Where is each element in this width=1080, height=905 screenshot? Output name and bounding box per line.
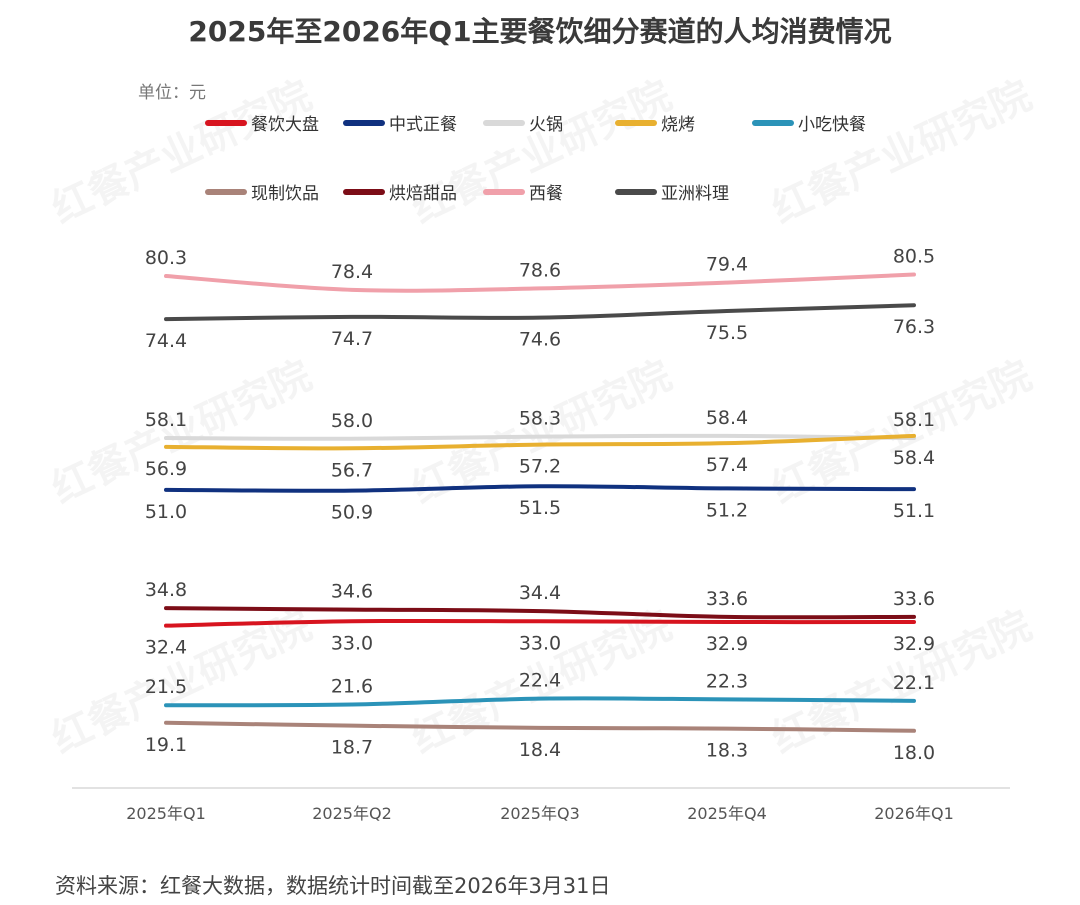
data-label: 32.9 [706,633,748,655]
data-label: 33.6 [893,588,935,610]
x-tick-label: 2025年Q1 [126,804,206,823]
source-note: 资料来源：红餐大数据，数据统计时间截至2026年3月31日 [55,874,611,898]
legend-swatch [615,119,657,126]
data-label: 58.4 [706,407,748,429]
data-label: 57.4 [706,454,748,476]
data-label: 33.0 [331,632,373,654]
data-label: 19.1 [145,734,187,756]
series-line [164,618,916,628]
legend-item: 中式正餐 [343,110,457,135]
legend-swatch [343,119,385,126]
data-label: 58.1 [145,409,187,431]
data-label: 51.1 [893,500,935,522]
x-tick-label: 2025年Q2 [312,804,392,823]
legend-swatch [343,188,385,195]
data-label: 50.9 [331,502,373,524]
data-label: 33.0 [519,632,561,654]
data-label: 74.6 [519,329,561,351]
data-label: 51.2 [706,499,748,521]
series-line [164,606,916,620]
data-label: 18.4 [519,739,561,761]
data-label: 32.4 [145,637,187,659]
data-label: 34.4 [519,582,561,604]
data-label: 74.7 [331,328,373,350]
chart-title: 2025年至2026年Q1主要餐饮细分赛道的人均消费情况 [188,15,892,48]
legend-item: 餐饮大盘 [205,110,319,135]
data-label: 75.5 [706,322,748,344]
data-label: 74.4 [145,330,187,352]
data-label: 78.4 [331,261,373,283]
legend-swatch [483,188,525,195]
data-label: 58.4 [893,447,935,469]
legend-label: 中式正餐 [389,115,457,135]
data-label: 80.5 [893,246,935,268]
x-tick-label: 2025年Q4 [687,804,767,823]
legend-item: 小吃快餐 [752,110,866,135]
data-label: 56.9 [145,458,187,480]
data-label: 80.3 [145,247,187,269]
series-line [164,433,916,441]
data-label: 56.7 [331,459,373,481]
legend-item: 火锅 [483,110,563,135]
legend-swatch [205,188,247,195]
data-label: 78.6 [519,259,561,281]
legend-label: 火锅 [529,115,563,135]
data-label: 57.2 [519,456,561,478]
legend-label: 烧烤 [661,115,695,135]
series-line [164,720,916,733]
x-tick-label: 2026年Q1 [874,804,954,823]
data-label: 21.6 [331,676,373,698]
data-label: 18.3 [706,740,748,762]
legend-label: 烘焙甜品 [389,184,457,204]
legend-swatch [752,119,794,126]
data-label: 33.6 [706,588,748,610]
data-label: 58.0 [331,410,373,432]
data-label: 34.6 [331,581,373,603]
legend-item: 现制饮品 [205,179,319,204]
data-label: 22.3 [706,670,748,692]
series-line [164,696,916,708]
legend-item: 烘焙甜品 [343,179,457,204]
data-label: 22.1 [893,672,935,694]
series-line [164,303,916,322]
data-label: 58.1 [893,409,935,431]
series-line [164,433,916,451]
unit-label: 单位：元 [138,83,206,103]
legend-swatch [615,188,657,195]
data-label: 76.3 [893,316,935,338]
legend-swatch [205,119,247,126]
data-label: 18.7 [331,737,373,759]
data-label: 18.0 [893,742,935,764]
data-label: 58.3 [519,408,561,430]
data-label: 34.8 [145,579,187,601]
legend-label: 现制饮品 [251,184,319,204]
legend-item: 亚洲料理 [615,179,729,204]
legend-item: 烧烤 [615,110,695,135]
legend-label: 西餐 [529,184,563,204]
data-label: 22.4 [519,670,561,692]
data-label: 21.5 [145,676,187,698]
legend-label: 亚洲料理 [661,184,729,204]
legend-item: 西餐 [483,179,563,204]
data-label: 32.9 [893,633,935,655]
data-label: 51.5 [519,497,561,519]
data-label: 79.4 [706,254,748,276]
series-line [164,484,916,493]
legend-label: 小吃快餐 [798,115,866,135]
legend-swatch [483,119,525,126]
series-line [164,272,916,293]
legend-label: 餐饮大盘 [251,115,319,135]
data-label: 51.0 [145,501,187,523]
x-tick-label: 2025年Q3 [500,804,580,823]
